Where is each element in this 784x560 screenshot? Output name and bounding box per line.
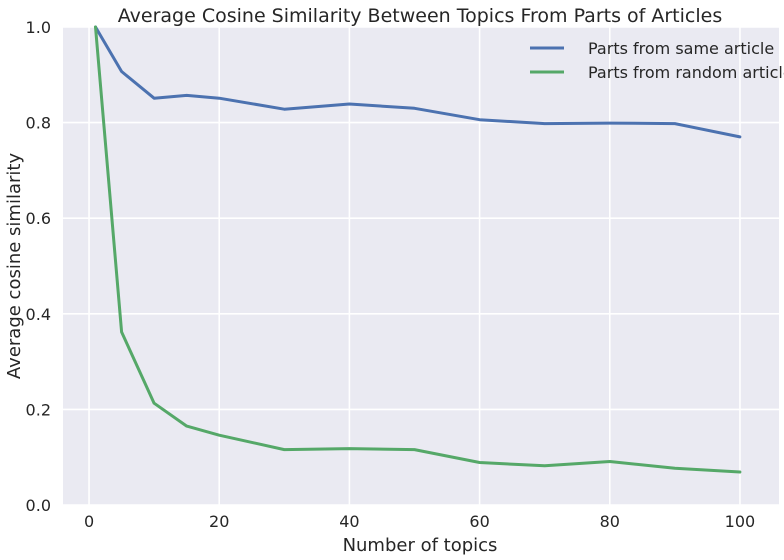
y-tick-label: 1.0 (26, 18, 51, 37)
x-tick-label: 60 (469, 512, 489, 531)
x-tick-label: 0 (84, 512, 94, 531)
grid (63, 26, 779, 506)
x-tick-label: 80 (600, 512, 620, 531)
x-axis-label: Number of topics (343, 535, 498, 556)
y-tick-label: 0.2 (26, 400, 51, 419)
series-line-1 (94, 25, 742, 139)
y-tick-label: 0.4 (26, 305, 51, 324)
series-line-2 (94, 25, 742, 474)
y-tick-label: 0.0 (26, 496, 51, 515)
y-axis-label: Average cosine similarity (4, 153, 25, 380)
y-tick-labels: 0.0 0.2 0.4 0.6 0.8 1.0 (26, 18, 51, 515)
series-group (94, 25, 742, 474)
legend: Parts from same article Parts from random… (530, 39, 784, 82)
legend-label: Parts from same article (588, 39, 774, 58)
x-tick-label: 20 (209, 512, 229, 531)
plot-area (63, 27, 779, 505)
x-tick-label: 100 (725, 512, 756, 531)
y-tick-label: 0.6 (26, 209, 51, 228)
chart-title: Average Cosine Similarity Between Topics… (118, 5, 722, 27)
legend-label: Parts from random articles (588, 63, 784, 82)
x-tick-labels: 0 20 40 60 80 100 (84, 512, 755, 531)
y-tick-label: 0.8 (26, 114, 51, 133)
x-tick-label: 40 (339, 512, 359, 531)
